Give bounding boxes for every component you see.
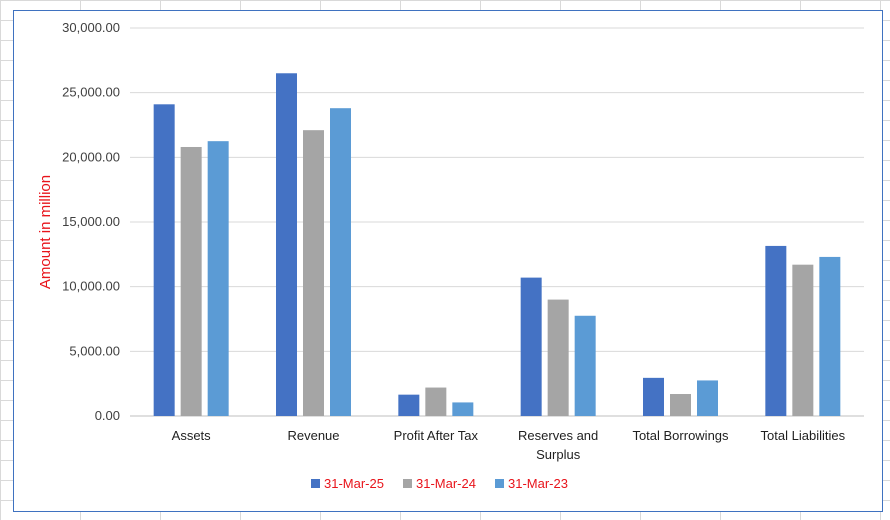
chart-area[interactable]: 0.00 5,000.00 10,000.00 15,000.00 20,000.00 2…	[13, 10, 883, 512]
x-category-label: Total Borrowings	[632, 428, 729, 443]
bar[interactable]	[398, 394, 420, 416]
legend-label: 31-Mar-25	[324, 476, 384, 491]
y-tick-label: 25,000.00	[62, 85, 120, 100]
x-category-label: Total Liabilities	[761, 428, 846, 443]
x-category-label: Profit After Tax	[394, 428, 479, 443]
bar[interactable]	[765, 245, 787, 416]
x-category-label: Revenue	[287, 428, 339, 443]
bar[interactable]	[303, 130, 324, 416]
x-category-label: Assets	[172, 428, 212, 443]
legend-label: 31-Mar-23	[508, 476, 568, 491]
bar[interactable]	[670, 394, 691, 416]
y-tick-label: 0.00	[95, 408, 120, 423]
bars	[153, 73, 841, 416]
bar[interactable]	[207, 141, 229, 416]
y-tick-label: 15,000.00	[62, 214, 120, 229]
bar[interactable]	[452, 402, 474, 416]
bar[interactable]	[819, 256, 841, 416]
y-tick-label: 10,000.00	[62, 279, 120, 294]
gridlines	[130, 27, 864, 417]
bar[interactable]	[425, 387, 447, 416]
legend-swatch	[311, 479, 320, 488]
bar[interactable]	[643, 377, 664, 416]
y-tick-label: 30,000.00	[62, 20, 120, 35]
legend: 31-Mar-25 31-Mar-24 31-Mar-23	[311, 476, 568, 491]
y-axis-label: Amount in million	[37, 175, 54, 289]
bar[interactable]	[697, 380, 718, 416]
bar[interactable]	[180, 146, 202, 416]
bar[interactable]	[574, 315, 596, 416]
y-axis-ticks: 0.00 5,000.00 10,000.00 15,000.00 20,000.00 2…	[62, 20, 120, 423]
bar[interactable]	[330, 108, 351, 416]
bar[interactable]	[792, 264, 814, 416]
y-tick-label: 20,000.00	[62, 149, 120, 164]
x-category-label: Reserves and	[518, 428, 598, 443]
bar[interactable]	[547, 299, 569, 416]
bar[interactable]	[520, 277, 542, 416]
bar[interactable]	[276, 73, 297, 416]
x-axis-categories: Assets Revenue Profit After Tax Reserves an…	[172, 428, 846, 462]
legend-swatch	[495, 479, 504, 488]
y-tick-label: 5,000.00	[69, 343, 120, 358]
bar-chart: 0.00 5,000.00 10,000.00 15,000.00 20,000.00 2…	[37, 20, 864, 491]
legend-swatch	[403, 479, 412, 488]
bar[interactable]	[153, 104, 175, 416]
legend-label: 31-Mar-24	[416, 476, 476, 491]
x-category-label: Surplus	[536, 447, 581, 462]
